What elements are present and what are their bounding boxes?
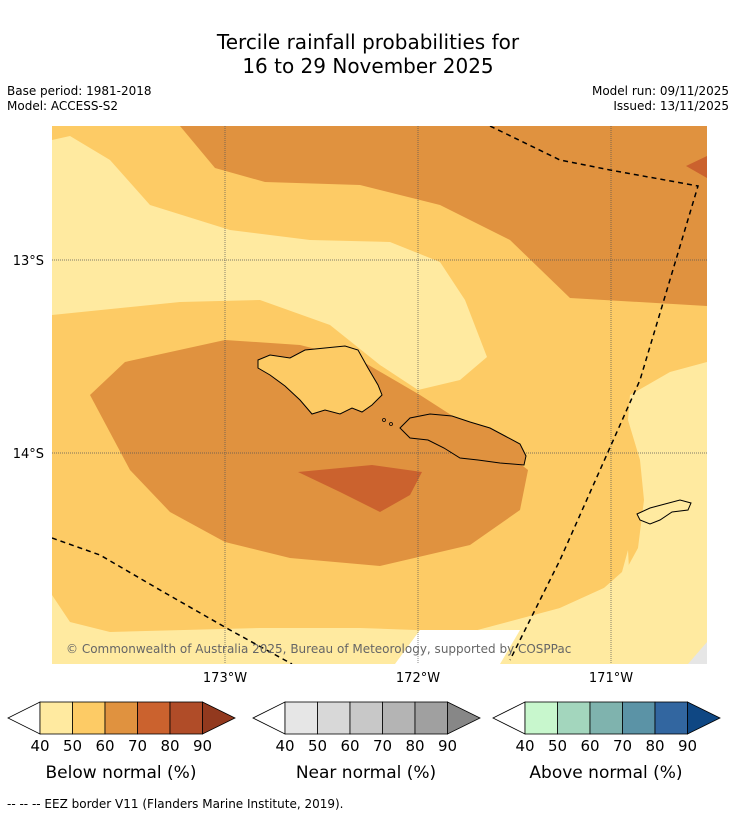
legend-near-swatch-3 — [349, 701, 383, 735]
footnote: -- -- -- EEZ border V11 (Flanders Marine… — [7, 797, 344, 811]
model-run: Model run: 09/11/2025 — [591, 84, 729, 98]
legend-above-title: Above normal (%) — [529, 763, 682, 783]
legend-above-swatch-4 — [622, 701, 656, 735]
title-line-1: Tercile rainfall probabilities for — [216, 30, 520, 54]
legend-near-swatch-2 — [317, 701, 351, 735]
legend-near-tick-50: 50 — [308, 737, 327, 755]
region-near-normal — [688, 642, 707, 664]
legend-below-title: Below normal (%) — [46, 763, 197, 783]
eez-border-east — [489, 126, 699, 661]
base-period: Base period: 1981-2018 — [7, 84, 152, 98]
legend-above-tick-80: 80 — [645, 737, 664, 755]
legend-below-swatch-2 — [72, 701, 106, 735]
legend-near-normal: 40 50 60 70 80 90 Near normal (%) — [252, 701, 481, 783]
title-line-2: 16 to 29 November 2025 — [242, 54, 494, 78]
island-savaii — [257, 345, 383, 415]
lon-label-171w: 171°W — [589, 671, 633, 686]
legend-below-tick-60: 60 — [95, 737, 114, 755]
legend-below-normal: 40 50 60 70 80 90 Below normal (%) — [7, 701, 236, 783]
legend-below-swatch-4 — [137, 701, 171, 735]
legend-near-swatch-4 — [382, 701, 416, 735]
legend-above-tick-50: 50 — [548, 737, 567, 755]
legend-near-tick-70: 70 — [373, 737, 392, 755]
region-central-70-80 — [298, 465, 422, 512]
legend-above-swatch-3 — [589, 701, 623, 735]
copyright-text: © Commonwealth of Australia 2025, Bureau… — [66, 642, 571, 656]
issued-date: Issued: 13/11/2025 — [613, 99, 729, 113]
legend-below-swatch-1 — [39, 701, 73, 735]
meta-left: Base period: 1981-2018 Model: ACCESS-S2 — [7, 84, 152, 114]
legend-near-tick-90: 90 — [438, 737, 457, 755]
legend-above-normal: 40 50 60 70 80 90 Above normal (%) — [492, 701, 721, 783]
legend-below-swatch-5 — [169, 701, 203, 735]
legend-near-title: Near normal (%) — [296, 763, 436, 783]
legend-below-swatch-3 — [104, 701, 138, 735]
lat-label-14s: 14°S — [13, 447, 44, 462]
region-northwest-40-50 — [52, 136, 487, 390]
legend-below-tick-80: 80 — [160, 737, 179, 755]
legend-above-swatch-5 — [654, 701, 688, 735]
lat-label-13s: 13°S — [13, 254, 44, 269]
legend-below-tick-90: 90 — [193, 737, 212, 755]
region-north-60-70 — [180, 126, 707, 306]
legend-near-swatch-5 — [414, 701, 448, 735]
legend-above-tick-70: 70 — [613, 737, 632, 755]
legend-below-tick-70: 70 — [128, 737, 147, 755]
island-tutuila — [636, 499, 692, 525]
lon-label-173w: 173°W — [203, 671, 247, 686]
legend-above-tick-90: 90 — [678, 737, 697, 755]
legend-below-tick-40: 40 — [30, 737, 49, 755]
legend-near-tick-60: 60 — [340, 737, 359, 755]
island-upolu — [399, 413, 527, 466]
region-south-40-50 — [52, 550, 707, 664]
legend-near-swatch-1 — [284, 701, 318, 735]
map-area — [52, 126, 707, 664]
region-east-40-50 — [520, 362, 707, 626]
legend-near-tick-40: 40 — [275, 737, 294, 755]
legend-above-swatch-1 — [524, 701, 558, 735]
legend-below-tick-50: 50 — [63, 737, 82, 755]
lon-label-172w: 172°W — [396, 671, 440, 686]
legend-above-swatch-2 — [557, 701, 591, 735]
meta-right: Model run: 09/11/2025 Issued: 13/11/2025 — [592, 84, 729, 114]
region-no-data — [395, 630, 520, 664]
eez-border-southwest — [52, 537, 293, 664]
chart-title: Tercile rainfall probabilities for 16 to… — [0, 30, 736, 78]
legend-above-tick-40: 40 — [515, 737, 534, 755]
islet — [389, 422, 393, 426]
legend-above-tick-60: 60 — [580, 737, 599, 755]
model-name: Model: ACCESS-S2 — [7, 99, 119, 113]
legend-near-tick-80: 80 — [405, 737, 424, 755]
region-north-70-80 — [686, 156, 707, 178]
islet — [382, 418, 386, 422]
